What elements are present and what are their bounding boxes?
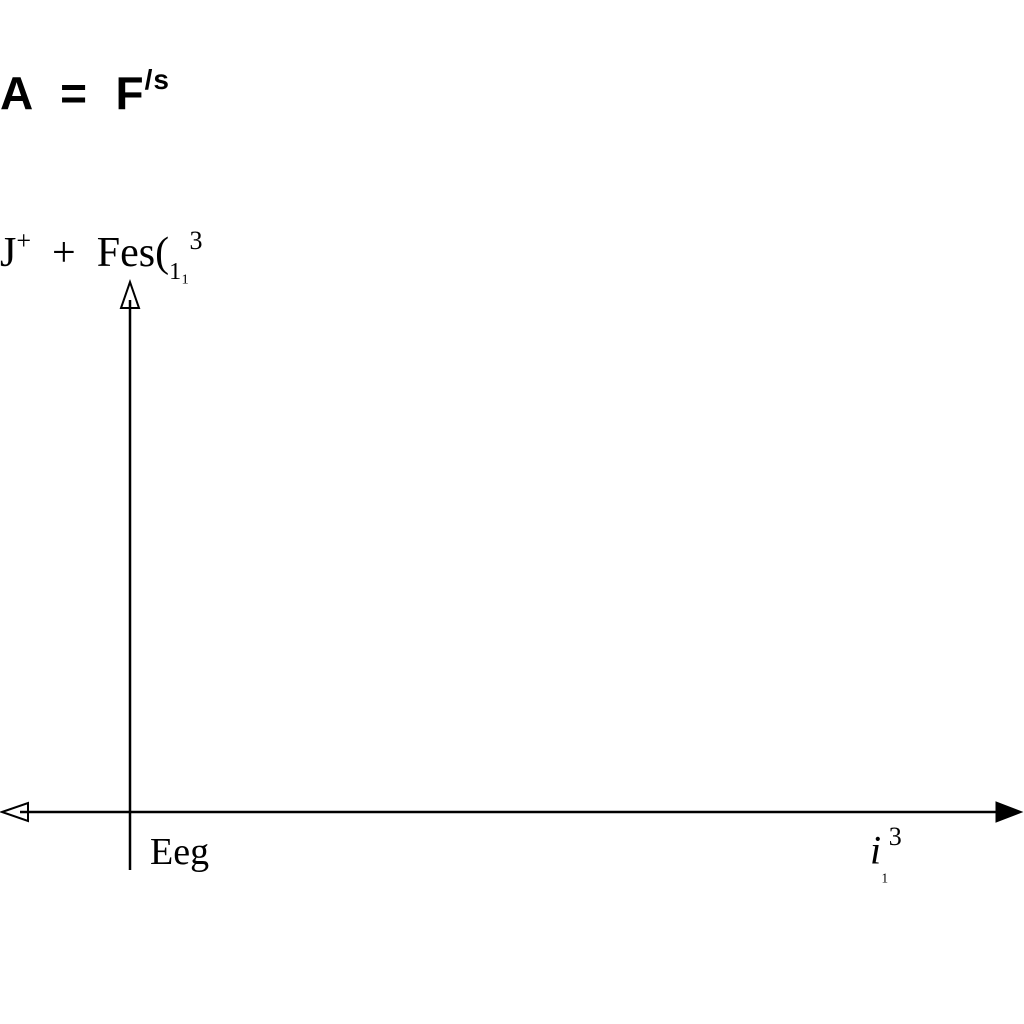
diagram-canvas: A = F/s J+ + Fes(1₁3 Eeg i₁3 [0,0,1024,1024]
x-label-sub: ₁ [881,858,889,883]
origin-label-text: Eeg [150,831,209,873]
x-label-sup: 3 [889,822,902,851]
x-axis-arrowhead-right [996,802,1022,822]
x-axis-label: i₁3 [870,826,902,878]
origin-label: Eeg [150,830,209,874]
x-label-base: i [870,827,881,872]
